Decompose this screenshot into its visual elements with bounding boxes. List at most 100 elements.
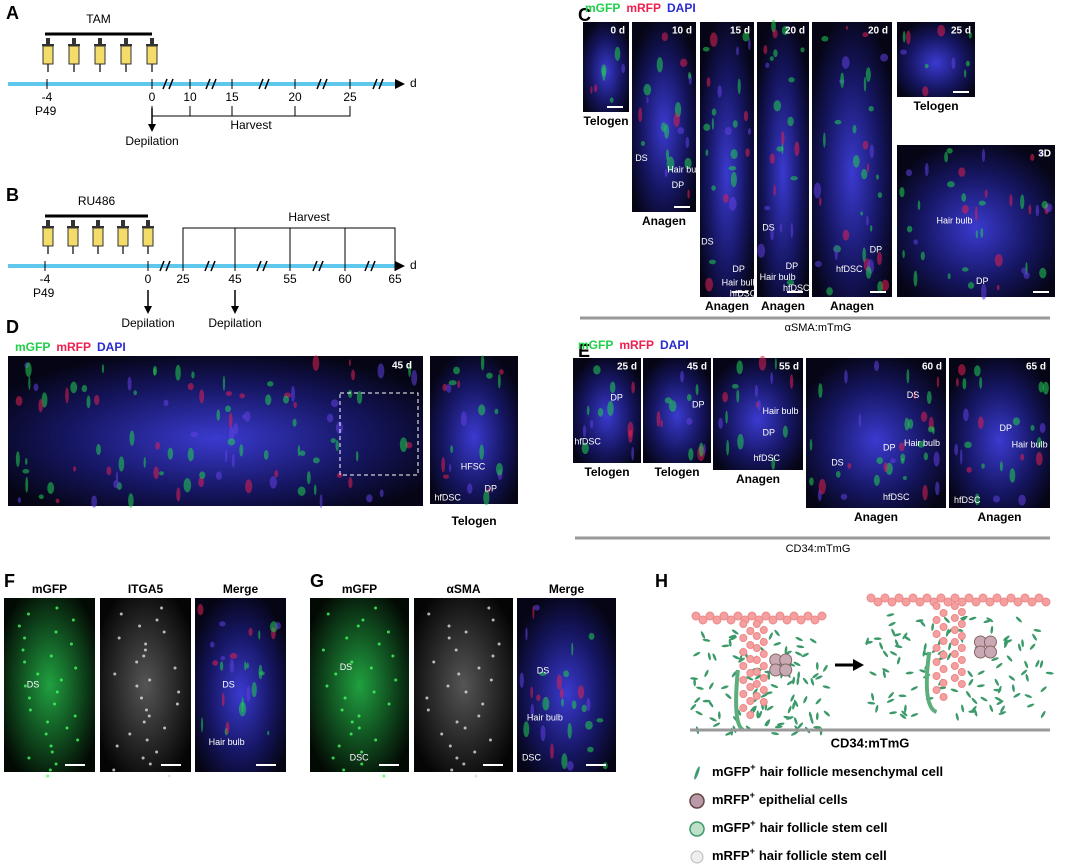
follicle-cell [739, 648, 748, 656]
tissue [306, 471, 311, 485]
mesenchymal-cell [795, 636, 803, 642]
tissue [197, 604, 204, 616]
follicle-cell [752, 632, 761, 640]
mesenchymal-cell [793, 699, 799, 707]
follicle-cell [739, 620, 748, 628]
tissue [902, 250, 905, 259]
label: P49 [33, 286, 55, 300]
tissue [709, 32, 718, 47]
tissue [129, 430, 135, 446]
follicle-cell [759, 638, 768, 646]
follicle-cell [746, 683, 755, 691]
syringe-flange [142, 226, 154, 228]
tissue [163, 399, 169, 407]
tissue [904, 417, 910, 431]
tissue [239, 444, 244, 457]
axis-arrow [395, 79, 405, 89]
tissue [594, 84, 598, 93]
tissue [442, 474, 450, 479]
tissue [883, 462, 888, 472]
mesenchymal-cell [707, 652, 711, 661]
tissue [902, 475, 907, 481]
follicle-cell [939, 609, 948, 617]
signal [473, 750, 477, 754]
tissue [705, 149, 709, 156]
label: DS [762, 223, 775, 233]
micrograph [517, 598, 616, 772]
label: -4 [42, 90, 53, 104]
tissue [38, 398, 44, 413]
tissue [684, 157, 692, 170]
tissue [297, 486, 306, 496]
signal [46, 774, 50, 778]
follicle-cell [752, 656, 761, 664]
mesenchymal-cell [708, 682, 714, 690]
label: Hair bulb [937, 215, 973, 225]
label: DP [763, 427, 776, 437]
signal [360, 750, 364, 754]
mesenchymal-cell [995, 662, 1003, 669]
tissue [290, 386, 296, 402]
harvest-bracket [151, 106, 351, 117]
tissue [876, 174, 879, 180]
follicle-cell [950, 638, 959, 646]
epidermis-cell [866, 593, 876, 603]
tissue [865, 67, 871, 82]
tissue [581, 442, 589, 455]
follicle-cell [752, 644, 761, 652]
label: Hair bulb [667, 165, 703, 175]
arrow-head [144, 306, 152, 314]
axis-break [205, 78, 211, 90]
tissue [666, 156, 675, 172]
tissue [153, 466, 159, 479]
tissue [38, 494, 44, 500]
tissue [497, 373, 501, 389]
tissue [312, 457, 320, 464]
legend-sup: + [750, 818, 755, 828]
tissue [1020, 194, 1025, 210]
signal [487, 606, 491, 610]
tissue [736, 389, 740, 403]
signal [142, 654, 146, 658]
tissue [702, 46, 710, 52]
epidermis-cell [782, 615, 792, 625]
epidermis-cell [1020, 593, 1030, 603]
tissue [347, 389, 353, 398]
signal [148, 678, 152, 682]
signal [386, 630, 390, 634]
syringe-plunger [150, 38, 154, 44]
label: hfDSC [574, 436, 601, 446]
syringe-flange [120, 44, 132, 46]
label: Anagen [854, 510, 898, 524]
tissue [722, 391, 729, 403]
signal [374, 738, 378, 742]
micrograph [4, 598, 95, 772]
mesenchymal-cell [893, 633, 902, 637]
tissue [858, 413, 862, 428]
tissue [631, 446, 635, 461]
tissue [946, 148, 953, 154]
tissue [227, 438, 236, 446]
tissue [586, 698, 591, 712]
mesenchymal-cell [803, 696, 808, 704]
mesenchymal-cell [991, 657, 999, 661]
follicle-cell [739, 704, 748, 712]
tissue [924, 63, 929, 69]
mesenchymal-cell [776, 722, 785, 726]
follicle-cell [957, 632, 966, 640]
tissue [865, 266, 872, 279]
tissue [245, 479, 253, 494]
tissue [736, 360, 743, 375]
follicle-cell [957, 656, 966, 664]
tissue [244, 411, 251, 423]
mesenchymal-cell [869, 671, 877, 676]
tissue [880, 53, 889, 62]
tissue [834, 244, 838, 261]
tissue [747, 128, 752, 135]
tissue [571, 642, 574, 656]
syringe-body [146, 45, 158, 65]
tissue [840, 72, 845, 88]
stem-cell [779, 663, 793, 677]
signal [448, 744, 452, 748]
tissue [494, 408, 499, 415]
